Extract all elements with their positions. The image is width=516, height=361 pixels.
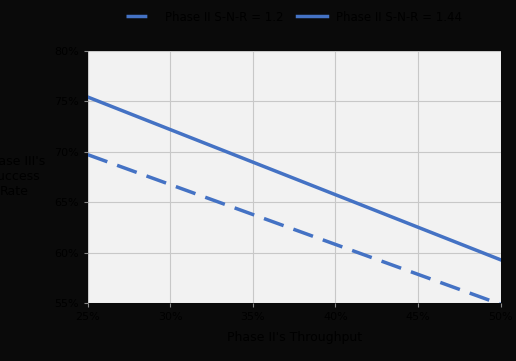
Legend: Phase II S-N-R = 1.2, Phase II S-N-R = 1.44: Phase II S-N-R = 1.2, Phase II S-N-R = 1… — [121, 6, 467, 29]
Y-axis label: Phase III's
Success
Rate: Phase III's Success Rate — [0, 155, 45, 199]
X-axis label: Phase II's Throughput: Phase II's Throughput — [227, 331, 362, 344]
